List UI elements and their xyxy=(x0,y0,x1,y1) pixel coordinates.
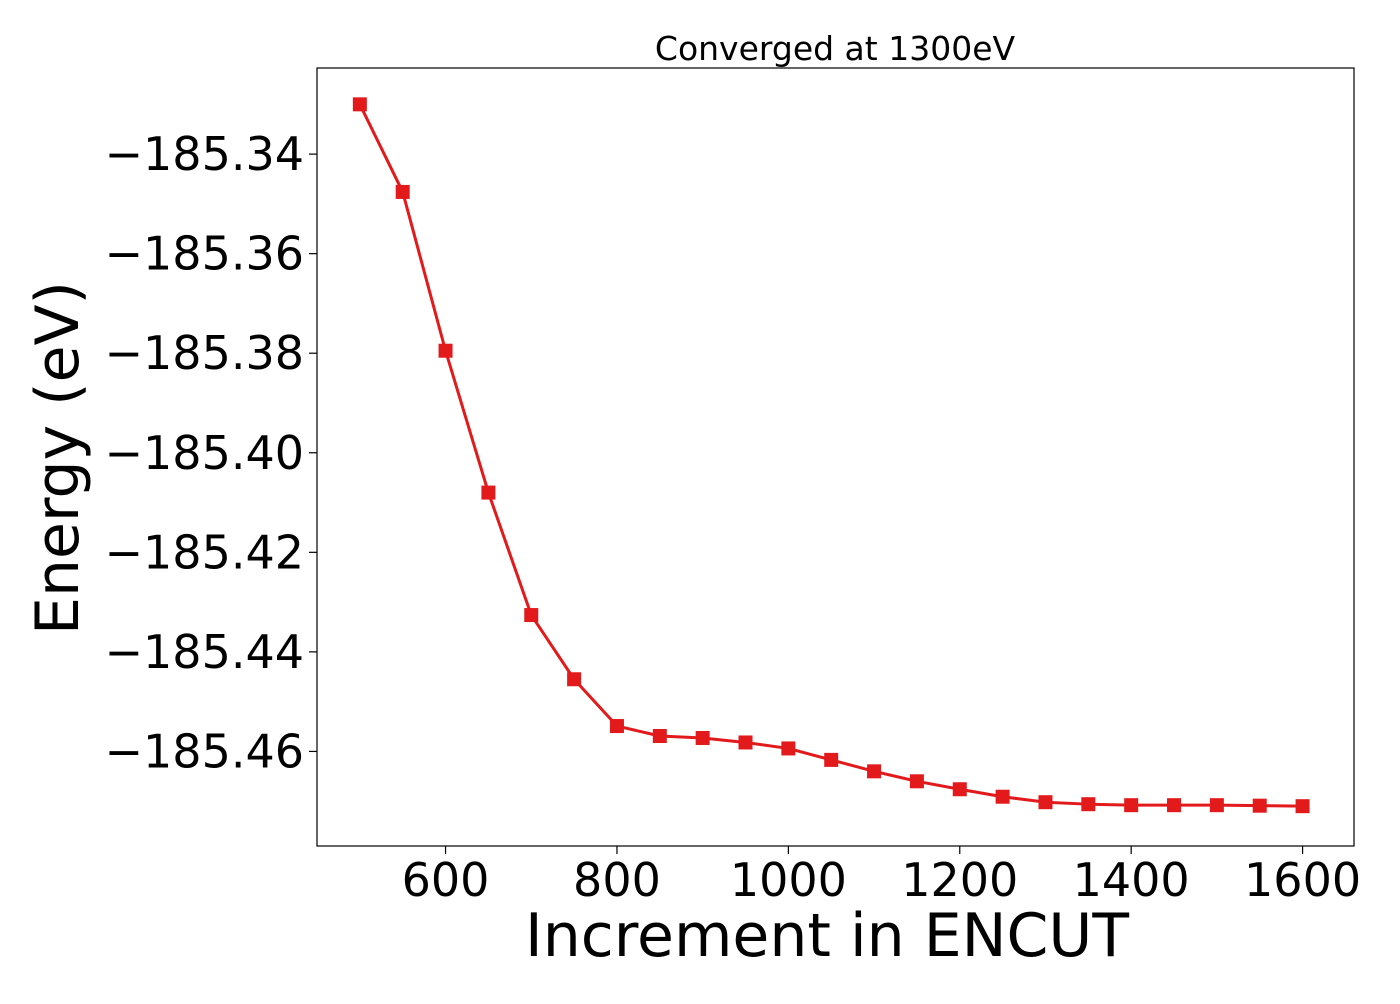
data-point-marker xyxy=(952,782,967,797)
x-tick-label: 1400 xyxy=(1073,853,1190,907)
data-point-marker xyxy=(481,485,496,500)
plot-frame xyxy=(316,67,1355,847)
x-tick-label: 1600 xyxy=(1244,853,1361,907)
chart-title: Converged at 1300eV xyxy=(655,29,1016,68)
y-tick-label: −185.46 xyxy=(105,724,305,778)
data-point-marker xyxy=(738,735,753,750)
data-point-marker xyxy=(867,764,882,779)
x-tick-label: 800 xyxy=(573,853,661,907)
data-point-marker xyxy=(1081,797,1096,812)
data-point-marker xyxy=(352,97,367,112)
data-point-marker xyxy=(1252,798,1267,813)
y-tick-label: −185.44 xyxy=(105,625,305,679)
x-tick-label: 600 xyxy=(402,853,490,907)
data-point-marker xyxy=(567,672,582,687)
data-point-marker xyxy=(695,730,710,745)
data-point-marker xyxy=(1038,795,1053,810)
y-tick-label: −185.36 xyxy=(105,227,305,281)
data-point-marker xyxy=(909,774,924,789)
data-point-marker xyxy=(1124,798,1139,813)
y-tick-label: −185.40 xyxy=(105,426,305,480)
data-point-marker xyxy=(609,719,624,734)
data-point-marker xyxy=(1167,798,1182,813)
y-tick-label: −185.42 xyxy=(105,525,305,579)
data-point-marker xyxy=(1295,799,1310,814)
y-tick-label: −185.34 xyxy=(105,127,305,181)
data-point-marker xyxy=(781,741,796,756)
data-point-marker xyxy=(438,343,453,358)
x-axis-title: Increment in ENCUT xyxy=(525,901,1129,971)
data-point-marker xyxy=(1209,798,1224,813)
x-tick-label: 1200 xyxy=(901,853,1018,907)
data-point-marker xyxy=(524,608,539,623)
data-point-marker xyxy=(395,184,410,199)
x-tick-label: 1000 xyxy=(730,853,847,907)
y-tick-label: −185.38 xyxy=(105,326,305,380)
data-point-marker xyxy=(995,789,1010,804)
series-line xyxy=(358,103,1303,808)
y-axis-title: Energy (eV) xyxy=(23,281,93,635)
plot-area: 600 800 1000 1200 1400 1600 −185.34 −185.36 −185… xyxy=(105,67,1361,907)
data-point-marker xyxy=(824,752,839,767)
data-point-marker xyxy=(652,728,667,743)
